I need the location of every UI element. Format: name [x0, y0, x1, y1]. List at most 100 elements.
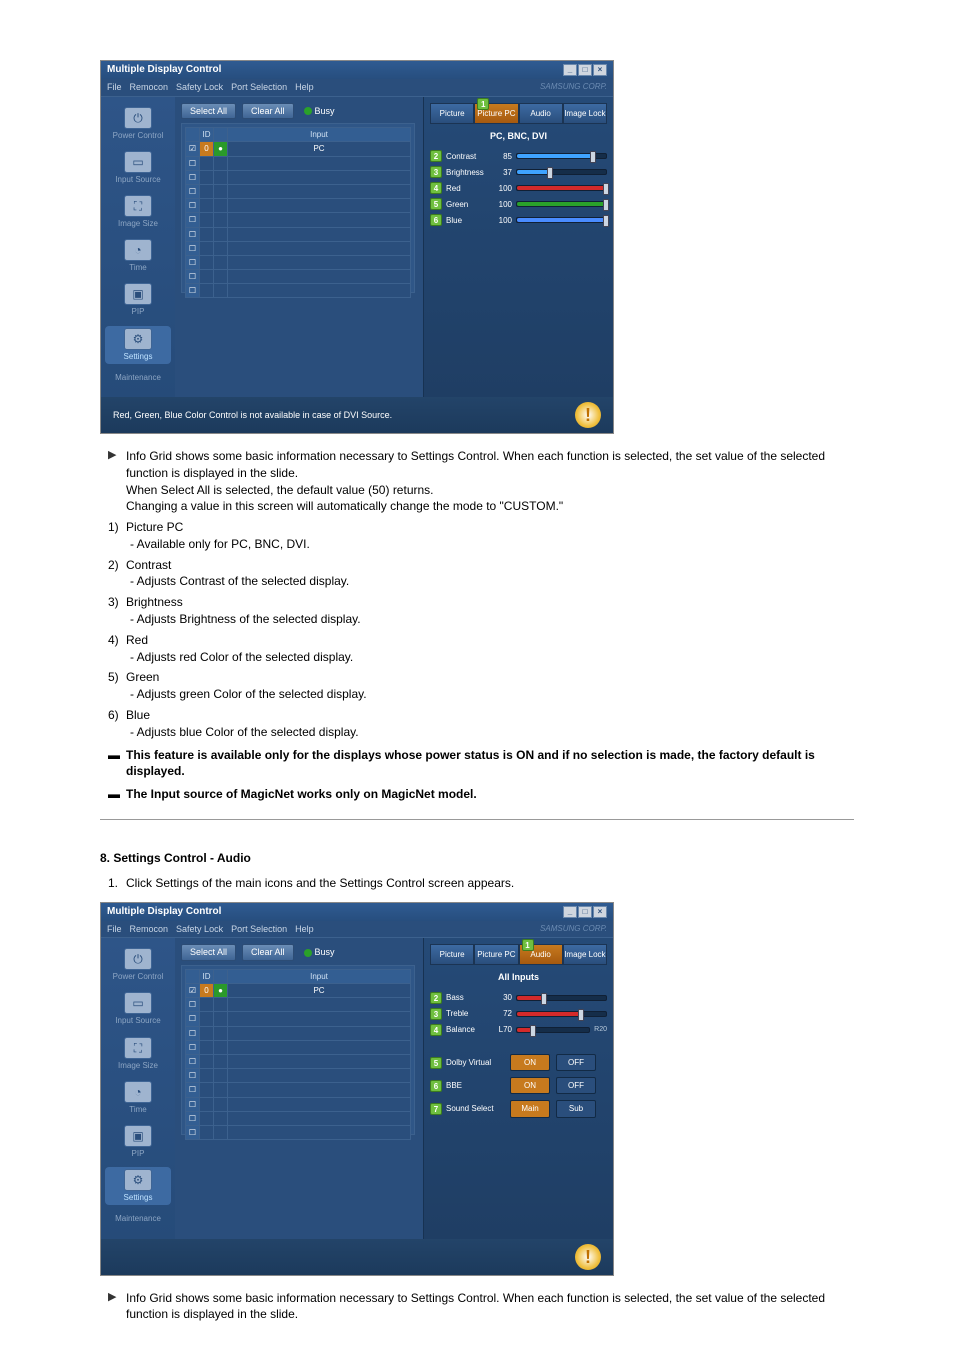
slider-blue[interactable]: 6 Blue 100	[430, 214, 607, 226]
toggle-on-button[interactable]: ON	[510, 1077, 550, 1094]
sidebar-item-image-size[interactable]: ⛶ Image Size	[105, 193, 171, 231]
sidebar-item-time[interactable]: ◔ Time	[105, 237, 171, 275]
grid-row[interactable]: ☐	[186, 1125, 411, 1139]
clear-all-button[interactable]: Clear All	[242, 103, 294, 120]
sidebar-item-image-size[interactable]: ⛶Image Size	[105, 1035, 171, 1073]
slider-balance[interactable]: 4 Balance L70 R20	[430, 1024, 607, 1036]
busy-dot-icon	[304, 107, 312, 115]
sidebar-item-pip[interactable]: ▣ PIP	[105, 281, 171, 319]
menu-item[interactable]: Port Selection	[231, 81, 287, 94]
grid-row[interactable]: ☐	[186, 1054, 411, 1068]
sidebar-item-power[interactable]: ⏻Power Control	[105, 946, 171, 984]
grid-row[interactable]: ☐	[186, 998, 411, 1012]
slider-green[interactable]: 5 Green 100	[430, 198, 607, 210]
sidebar-item-input[interactable]: ▭ Input Source	[105, 149, 171, 187]
grid-row[interactable]: ☑0●PC	[186, 984, 411, 998]
callout-badge: 5	[430, 1057, 442, 1069]
close-icon[interactable]: ×	[593, 906, 607, 918]
clear-all-button[interactable]: Clear All	[242, 944, 294, 961]
sidebar-item-maintenance[interactable]: Maintenance	[105, 370, 171, 385]
slider-red[interactable]: 4 Red 100	[430, 182, 607, 194]
slider-track[interactable]	[516, 1027, 590, 1033]
image-size-icon: ⛶	[124, 195, 152, 217]
slider-contrast[interactable]: 2 Contrast 85	[430, 150, 607, 162]
tab-audio[interactable]: Audio	[519, 103, 563, 124]
grid-row[interactable]: ☐	[186, 1012, 411, 1026]
tab-picture[interactable]: Picture	[430, 944, 474, 965]
sidebar-item-pip[interactable]: ▣PIP	[105, 1123, 171, 1161]
select-all-button[interactable]: Select All	[181, 103, 236, 120]
toggle-sub-button[interactable]: Sub	[556, 1100, 596, 1117]
select-all-button[interactable]: Select All	[181, 944, 236, 961]
sidebar-item-time[interactable]: ◔Time	[105, 1079, 171, 1117]
sidebar-item-settings[interactable]: ⚙ Settings	[105, 326, 171, 364]
slider-brightness[interactable]: 3 Brightness 37	[430, 166, 607, 178]
slider-track[interactable]	[516, 995, 607, 1001]
grid-row[interactable]: ☐	[186, 199, 411, 213]
grid-row[interactable]: ☐	[186, 1026, 411, 1040]
grid-row[interactable]: ☐	[186, 1097, 411, 1111]
item-title: Red	[126, 632, 854, 649]
grid-row[interactable]: ☐	[186, 1069, 411, 1083]
maximize-icon[interactable]: □	[578, 906, 592, 918]
minimize-icon[interactable]: _	[563, 906, 577, 918]
grid-row[interactable]: ☐	[186, 255, 411, 269]
sidebar-item-settings[interactable]: ⚙Settings	[105, 1167, 171, 1205]
tab-picture-pc[interactable]: Picture PC	[474, 944, 518, 965]
slider-track[interactable]	[516, 1011, 607, 1017]
menu-item[interactable]: Safety Lock	[176, 81, 223, 94]
grid-row[interactable]: ☐	[186, 227, 411, 241]
brand-label: SAMSUNG CORP.	[540, 923, 607, 936]
grid-row[interactable]: ☐	[186, 1040, 411, 1054]
minimize-icon[interactable]: _	[563, 64, 577, 76]
input-cell: PC	[228, 142, 411, 156]
footer-message: Red, Green, Blue Color Control is not av…	[113, 409, 392, 422]
menu-item[interactable]: Safety Lock	[176, 923, 223, 936]
tab-picture[interactable]: Picture	[430, 103, 474, 124]
slider-track[interactable]	[516, 201, 607, 207]
toggle-off-button[interactable]: OFF	[556, 1077, 596, 1094]
tab-label: Audio	[530, 950, 550, 959]
menu-item[interactable]: File	[107, 923, 122, 936]
grid-row[interactable]: ☐	[186, 1111, 411, 1125]
grid-row[interactable]: ☐	[186, 184, 411, 198]
slider-track[interactable]	[516, 217, 607, 223]
tab-image-lock[interactable]: Image Lock	[563, 103, 607, 124]
close-icon[interactable]: ×	[593, 64, 607, 76]
window-controls: _ □ ×	[563, 64, 607, 76]
maximize-icon[interactable]: □	[578, 64, 592, 76]
slider-bass[interactable]: 2 Bass 30	[430, 992, 607, 1004]
slider-track[interactable]	[516, 185, 607, 191]
slider-treble[interactable]: 3 Treble 72	[430, 1008, 607, 1020]
slider-track[interactable]	[516, 169, 607, 175]
grid-row[interactable]: ☐	[186, 213, 411, 227]
sidebar-item-input[interactable]: ▭Input Source	[105, 990, 171, 1028]
grid-row[interactable]: ☐	[186, 270, 411, 284]
grid-row[interactable]: ☐	[186, 284, 411, 298]
menu-item[interactable]: Remocon	[130, 81, 169, 94]
menu-item[interactable]: File	[107, 81, 122, 94]
menu-item[interactable]: Help	[295, 923, 314, 936]
tab-picture-pc[interactable]: 1 Picture PC	[474, 103, 518, 124]
slider-value: 100	[492, 215, 512, 226]
checkbox-cell[interactable]: ☑	[186, 142, 200, 156]
tab-audio[interactable]: 1 Audio	[519, 944, 563, 965]
menu-item[interactable]: Help	[295, 81, 314, 94]
sidebar-item-power[interactable]: ⏻ Power Control	[105, 105, 171, 143]
toggle-label: BBE	[446, 1080, 504, 1091]
slider-track[interactable]	[516, 153, 607, 159]
toggle-off-button[interactable]: OFF	[556, 1054, 596, 1071]
grid-row[interactable]: ☑ 0 ● PC	[186, 142, 411, 156]
menu-item[interactable]: Remocon	[130, 923, 169, 936]
grid-row[interactable]: ☐	[186, 170, 411, 184]
sidebar-item-maintenance[interactable]: Maintenance	[105, 1211, 171, 1226]
menu-item[interactable]: Port Selection	[231, 923, 287, 936]
toggle-main-button[interactable]: Main	[510, 1100, 550, 1117]
grid-row[interactable]: ☐	[186, 241, 411, 255]
tab-image-lock[interactable]: Image Lock	[563, 944, 607, 965]
grid-row[interactable]: ☐	[186, 156, 411, 170]
grid-row[interactable]: ☐	[186, 1083, 411, 1097]
item-desc: - Adjusts Contrast of the selected displ…	[130, 573, 854, 590]
toggle-on-button[interactable]: ON	[510, 1054, 550, 1071]
step-text: Click Settings of the main icons and the…	[126, 875, 514, 892]
